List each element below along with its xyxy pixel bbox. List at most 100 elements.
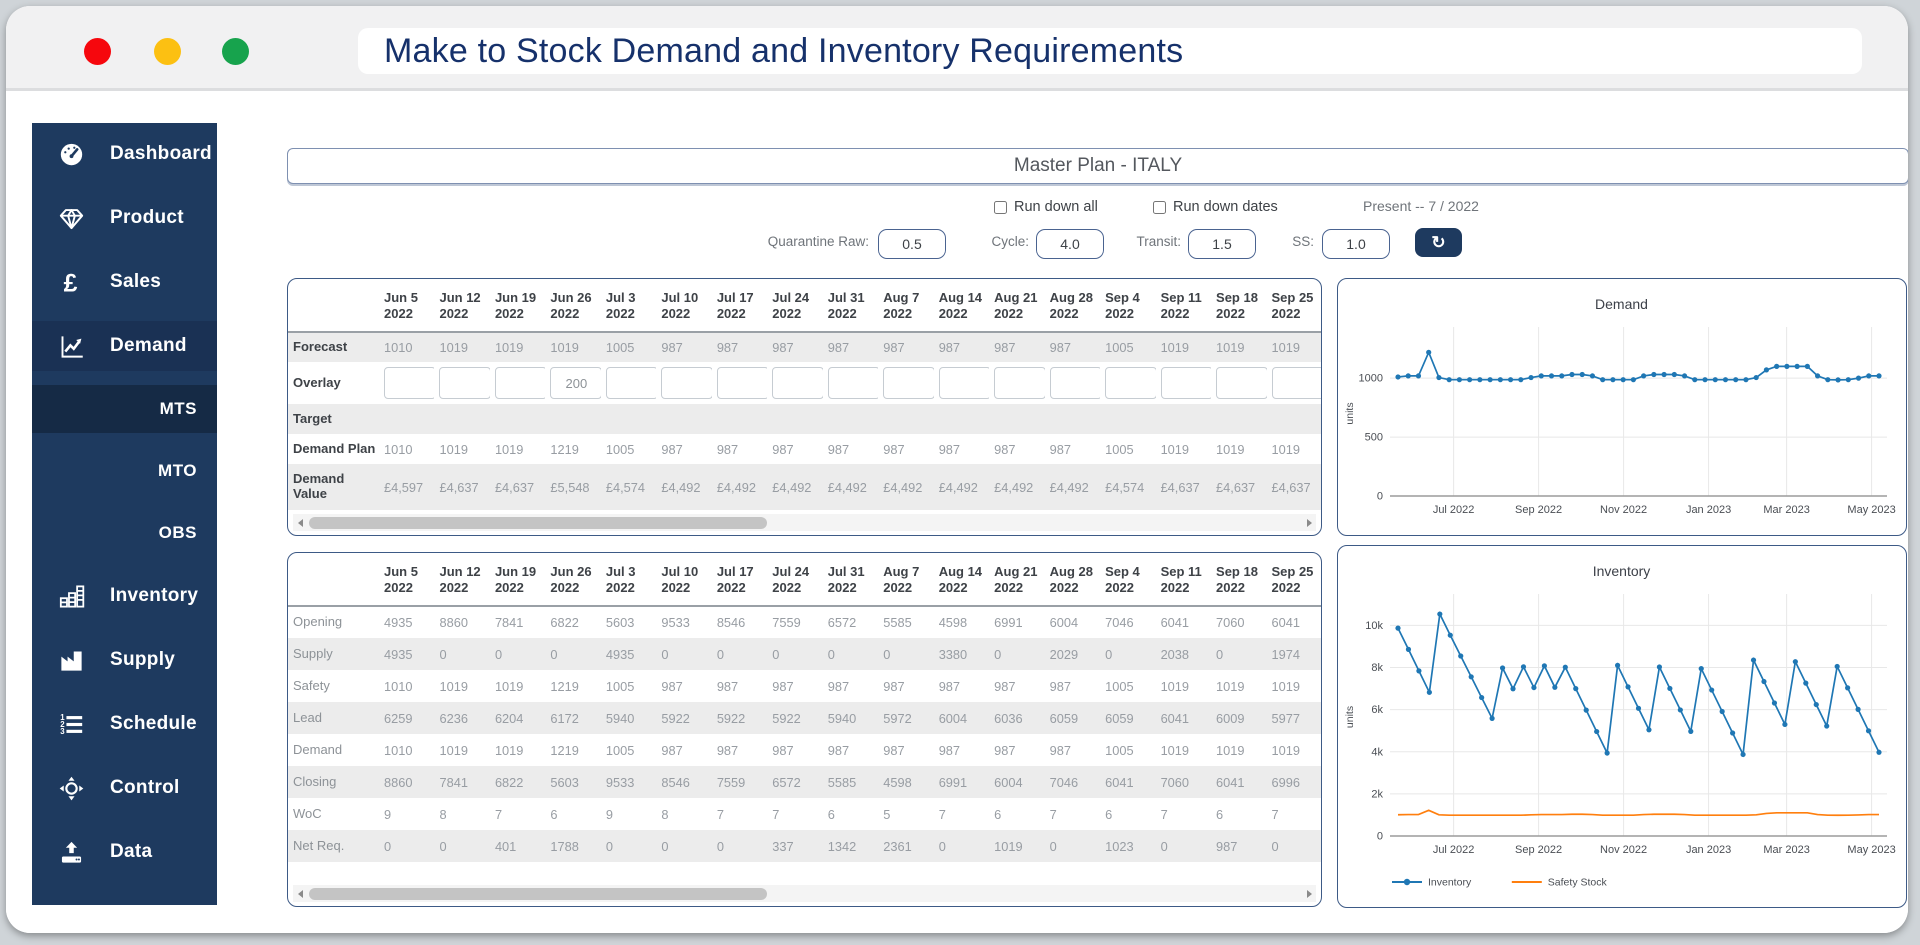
value-cell: £5,548 bbox=[550, 479, 590, 495]
horizontal-scrollbar[interactable] bbox=[293, 514, 1316, 531]
overlay-input[interactable] bbox=[1271, 367, 1321, 399]
value-cell: 4935 bbox=[384, 646, 413, 662]
value-cell: 987 bbox=[883, 340, 905, 355]
horizontal-scrollbar[interactable] bbox=[293, 885, 1316, 902]
minimize-button[interactable] bbox=[154, 38, 181, 65]
scroll-left-arrow[interactable] bbox=[293, 514, 307, 531]
value-cell: 5603 bbox=[605, 615, 635, 630]
sidebar-item-data[interactable]: Data bbox=[32, 827, 217, 877]
overlay-input[interactable] bbox=[716, 367, 768, 399]
value-cell: 2029 bbox=[1049, 646, 1079, 662]
sidebar-item-demand[interactable]: Demand bbox=[32, 321, 217, 371]
overlay-input[interactable] bbox=[1160, 367, 1212, 399]
value-cell: 987 bbox=[772, 678, 794, 694]
overlay-input[interactable] bbox=[1049, 367, 1101, 399]
value-cell: 7 bbox=[716, 806, 724, 822]
value-cell: 987 bbox=[716, 340, 739, 355]
value-cell: 1005 bbox=[605, 742, 635, 758]
run-down-dates-checkbox[interactable]: Run down dates bbox=[1153, 199, 1278, 215]
ss-label: SS: bbox=[1292, 234, 1314, 249]
value-cell: 1342 bbox=[827, 838, 857, 854]
empty-cell bbox=[989, 404, 1044, 434]
ss-input[interactable] bbox=[1322, 229, 1390, 259]
sidebar-item-mto[interactable]: MTO bbox=[158, 461, 197, 480]
transit-input[interactable] bbox=[1188, 229, 1256, 259]
value-cell: 987 bbox=[994, 340, 1016, 355]
column-header: Jul 3 2022 bbox=[600, 281, 657, 333]
value-cell: 0 bbox=[827, 646, 835, 662]
run-down-all-checkbox-input[interactable] bbox=[994, 200, 1007, 214]
sidebar-item-schedule[interactable]: 1 2 3 Schedule bbox=[32, 699, 217, 749]
transit-label: Transit: bbox=[1136, 234, 1181, 249]
value-cell: 987 bbox=[938, 742, 961, 758]
master-plan-title: Master Plan - ITALY bbox=[1013, 155, 1183, 176]
chart-text: Inventory bbox=[1428, 877, 1472, 889]
row-label: Demand bbox=[293, 741, 343, 757]
scrollbar-thumb[interactable] bbox=[309, 887, 767, 900]
sidebar-item-sales[interactable]: £ Sales bbox=[32, 257, 217, 307]
overlay-input[interactable] bbox=[994, 367, 1045, 399]
table-row: Lead 6259 6236 6204 6172 5940 5922 5922 5922 5940… bbox=[288, 702, 1321, 734]
scrollbar-thumb[interactable] bbox=[309, 516, 767, 529]
svg-text:3: 3 bbox=[60, 727, 65, 736]
overlay-input[interactable] bbox=[772, 367, 823, 399]
empty-cell bbox=[656, 404, 711, 434]
scroll-right-arrow[interactable] bbox=[1302, 885, 1316, 902]
scrollbar-track[interactable] bbox=[307, 514, 1302, 531]
value-cell: 987 bbox=[716, 742, 739, 758]
value-cell: 7841 bbox=[494, 615, 524, 630]
overlay-cell bbox=[1045, 362, 1101, 404]
value-cell: 4935 bbox=[605, 646, 635, 662]
empty-cell bbox=[878, 404, 933, 434]
column-header: Aug 14 2022 bbox=[933, 555, 990, 607]
close-button[interactable] bbox=[84, 38, 111, 65]
value-cell: £4,637 bbox=[1271, 479, 1311, 495]
overlay-input[interactable] bbox=[938, 367, 990, 399]
factory-icon bbox=[54, 647, 88, 674]
sidebar-item-product[interactable]: Product bbox=[32, 193, 217, 243]
value-cell: 987 bbox=[938, 441, 961, 457]
value-cell: 0 bbox=[938, 838, 946, 854]
sidebar-item-control[interactable]: Control bbox=[32, 763, 217, 813]
column-header: Jul 17 2022 bbox=[711, 555, 768, 607]
value-cell: 987 bbox=[994, 742, 1016, 758]
scroll-left-arrow[interactable] bbox=[293, 885, 307, 902]
cycle-input[interactable] bbox=[1036, 229, 1104, 259]
value-cell: 1005 bbox=[1105, 678, 1134, 694]
overlay-input[interactable] bbox=[827, 367, 879, 399]
scroll-right-arrow[interactable] bbox=[1302, 514, 1316, 531]
value-cell: 987 bbox=[938, 678, 961, 694]
overlay-input[interactable] bbox=[384, 367, 435, 399]
sidebar-item-mts[interactable]: MTS bbox=[32, 385, 217, 433]
overlay-input[interactable] bbox=[661, 367, 712, 399]
overlay-cell bbox=[1211, 362, 1267, 404]
chart-text: Mar 2023 bbox=[1763, 504, 1809, 516]
value-cell: 6 bbox=[1105, 806, 1113, 822]
run-down-dates-checkbox-input[interactable] bbox=[1153, 200, 1166, 214]
inventory-line-chart: Jul 2022 Sep 2022 Nov 2022 Jan 2023 Mar 2023… bbox=[1344, 563, 1896, 889]
value-cell: 1019 bbox=[1271, 742, 1300, 758]
empty-cell bbox=[1267, 404, 1322, 434]
overlay-input[interactable] bbox=[439, 367, 490, 399]
sidebar-item-inventory[interactable]: Inventory bbox=[32, 571, 217, 621]
chart-text: 4k bbox=[1371, 746, 1383, 758]
refresh-button[interactable]: ↻ bbox=[1415, 228, 1462, 257]
quarantine-raw-input[interactable] bbox=[878, 229, 946, 259]
value-cell: 7559 bbox=[716, 774, 746, 790]
sidebar-item-supply[interactable]: Supply bbox=[32, 635, 217, 685]
svg-text:£: £ bbox=[63, 270, 77, 296]
overlay-input[interactable] bbox=[1105, 367, 1156, 399]
overlay-input[interactable] bbox=[1216, 367, 1267, 399]
overlay-input[interactable] bbox=[605, 367, 657, 399]
overlay-input[interactable] bbox=[550, 367, 601, 399]
value-cell: 6822 bbox=[550, 615, 579, 630]
sidebar-item-dashboard[interactable]: Dashboard bbox=[32, 129, 217, 179]
chart-text: Nov 2022 bbox=[1600, 504, 1647, 516]
sidebar-item-obs[interactable]: OBS bbox=[158, 523, 197, 542]
run-down-all-checkbox[interactable]: Run down all bbox=[994, 199, 1098, 215]
maximize-button[interactable] bbox=[222, 38, 249, 65]
value-cell: 4598 bbox=[938, 615, 968, 630]
overlay-input[interactable] bbox=[494, 367, 546, 399]
overlay-input[interactable] bbox=[883, 367, 934, 399]
scrollbar-track[interactable] bbox=[307, 885, 1302, 902]
